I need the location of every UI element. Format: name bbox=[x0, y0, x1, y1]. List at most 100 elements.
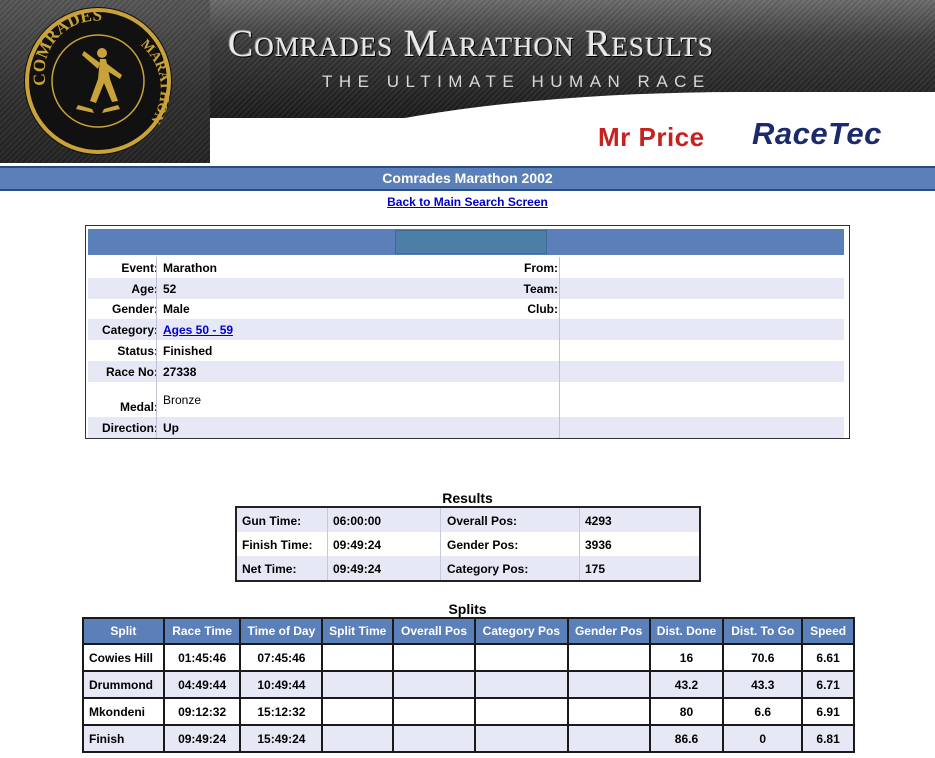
detail-label: Race No: bbox=[105, 365, 158, 379]
splits-header-time-of-day: Time of Day bbox=[239, 617, 324, 645]
split-dist-to-go: 70.6 bbox=[722, 643, 804, 672]
column-divider bbox=[327, 508, 328, 580]
detail-label: Direction: bbox=[101, 421, 158, 435]
split-category-pos bbox=[473, 697, 569, 726]
split-name: Drummond bbox=[82, 670, 165, 699]
split-gender-pos bbox=[566, 724, 651, 753]
results-key: Gun Time: bbox=[242, 514, 302, 528]
results-table: Gun Time: 06:00:00 Overall Pos: 4293 Fin… bbox=[235, 506, 701, 582]
detail-label: Event: bbox=[121, 261, 158, 275]
split-speed: 6.61 bbox=[801, 643, 855, 672]
page-title: Comrades Marathon 2002 bbox=[0, 166, 935, 191]
splits-header-dist-done: Dist. Done bbox=[648, 617, 725, 645]
detail-label-right: Club: bbox=[527, 302, 558, 316]
split-split-time bbox=[321, 643, 395, 672]
splits-header-gender-pos: Gender Pos bbox=[566, 617, 651, 645]
detail-row-event: Event: Marathon From: bbox=[88, 257, 844, 278]
back-to-search-link[interactable]: Back to Main Search Screen bbox=[387, 195, 548, 209]
detail-value: Ages 50 - 59 bbox=[163, 323, 233, 337]
detail-label: Status: bbox=[117, 344, 158, 358]
split-split-time bbox=[321, 724, 395, 753]
splits-header-overall-pos: Overall Pos bbox=[392, 617, 476, 645]
results-value: 09:49:24 bbox=[333, 562, 382, 576]
column-divider bbox=[559, 257, 560, 438]
splits-header-category-pos: Category Pos bbox=[473, 617, 569, 645]
detail-row-medal: Medal: Bronze bbox=[88, 382, 844, 416]
detail-row-direction: Direction: Up bbox=[88, 417, 844, 438]
splits-header-split: Split bbox=[82, 617, 165, 645]
detail-row-category: Category: Ages 50 - 59 bbox=[88, 319, 844, 340]
splits-row: Mkondeni 09:12:32 15:12:32 80 6.6 6.91 bbox=[82, 697, 855, 726]
split-category-pos bbox=[473, 643, 569, 672]
banner-title: Comrades Marathon Results bbox=[228, 23, 715, 65]
split-name: Cowies Hill bbox=[82, 643, 165, 672]
split-gender-pos bbox=[566, 643, 651, 672]
results-title: Results bbox=[442, 490, 493, 506]
detail-value: Male bbox=[163, 302, 190, 316]
split-race-time: 01:45:46 bbox=[162, 643, 242, 672]
details-header bbox=[88, 229, 844, 255]
column-divider bbox=[440, 508, 441, 580]
split-overall-pos bbox=[392, 643, 476, 672]
split-dist-done: 80 bbox=[648, 697, 725, 726]
detail-value: 27338 bbox=[163, 365, 197, 379]
detail-label: Age: bbox=[131, 282, 158, 296]
split-race-time: 09:12:32 bbox=[162, 697, 242, 726]
sponsor-racetec-logo: RaceTec bbox=[752, 116, 882, 151]
splits-title: Splits bbox=[448, 601, 487, 617]
detail-label: Category: bbox=[101, 323, 158, 337]
splits-row: Cowies Hill 01:45:46 07:45:46 16 70.6 6.… bbox=[82, 643, 855, 672]
header-banner: COMRADES MARATHON Comrades Marathon Resu… bbox=[0, 0, 935, 163]
results-row: Finish Time: 09:49:24 Gender Pos: 3936 bbox=[237, 532, 699, 556]
results-key: Finish Time: bbox=[242, 538, 313, 552]
results-value: 3936 bbox=[585, 538, 612, 552]
column-divider bbox=[156, 257, 157, 438]
split-split-time bbox=[321, 697, 395, 726]
results-key: Gender Pos: bbox=[447, 538, 519, 552]
detail-row-status: Status: Finished bbox=[88, 340, 844, 361]
splits-header-race-time: Race Time bbox=[162, 617, 242, 645]
comrades-logo: COMRADES MARATHON bbox=[24, 6, 172, 155]
details-header-box bbox=[395, 230, 547, 254]
split-gender-pos bbox=[566, 697, 651, 726]
detail-row-age: Age: 52 Team: bbox=[88, 278, 844, 299]
split-overall-pos bbox=[392, 670, 476, 699]
split-dist-done: 43.2 bbox=[648, 670, 725, 699]
results-value: 09:49:24 bbox=[333, 538, 382, 552]
split-overall-pos bbox=[392, 697, 476, 726]
category-link[interactable]: Ages 50 - 59 bbox=[163, 323, 234, 337]
sponsor-mr-price-logo: Mr Price bbox=[598, 122, 705, 152]
detail-row-gender: Gender: Male Club: bbox=[88, 298, 844, 319]
split-speed: 6.81 bbox=[801, 724, 855, 753]
results-value: 4293 bbox=[585, 514, 612, 528]
runner-figure-icon bbox=[76, 48, 122, 113]
back-link-container: Back to Main Search Screen bbox=[0, 195, 935, 209]
split-time-of-day: 15:49:24 bbox=[239, 724, 324, 753]
split-dist-to-go: 0 bbox=[722, 724, 804, 753]
detail-label-right: From: bbox=[524, 261, 558, 275]
splits-row: Finish 09:49:24 15:49:24 86.6 0 6.81 bbox=[82, 724, 855, 753]
detail-row-race-no: Race No: 27338 bbox=[88, 361, 844, 382]
results-value: 06:00:00 bbox=[333, 514, 382, 528]
splits-header-dist-to-go: Dist. To Go bbox=[722, 617, 804, 645]
split-dist-done: 86.6 bbox=[648, 724, 725, 753]
split-category-pos bbox=[473, 670, 569, 699]
detail-label: Medal: bbox=[119, 400, 158, 414]
results-key: Category Pos: bbox=[447, 562, 529, 576]
splits-header-split-time: Split Time bbox=[321, 617, 395, 645]
split-time-of-day: 07:45:46 bbox=[239, 643, 324, 672]
detail-value: Up bbox=[163, 421, 179, 435]
split-gender-pos bbox=[566, 670, 651, 699]
split-name: Mkondeni bbox=[82, 697, 165, 726]
split-dist-to-go: 6.6 bbox=[722, 697, 804, 726]
split-race-time: 04:49:44 bbox=[162, 670, 242, 699]
column-divider bbox=[579, 508, 580, 580]
split-overall-pos bbox=[392, 724, 476, 753]
detail-value: 52 bbox=[163, 282, 177, 296]
results-value: 175 bbox=[585, 562, 606, 576]
results-key: Net Time: bbox=[242, 562, 297, 576]
splits-header-speed: Speed bbox=[801, 617, 855, 645]
split-dist-done: 16 bbox=[648, 643, 725, 672]
detail-value: Bronze bbox=[163, 393, 202, 407]
split-race-time: 09:49:24 bbox=[162, 724, 242, 753]
